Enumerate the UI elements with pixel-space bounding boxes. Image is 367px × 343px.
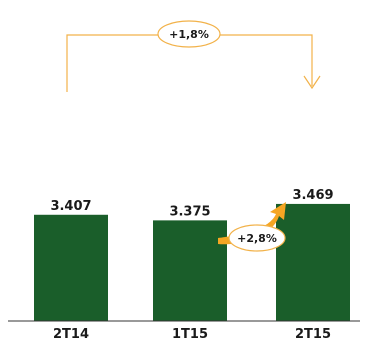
growth-ellipse (228, 224, 286, 252)
value-label-1t15: 3.375 (169, 204, 210, 219)
bar-1t15 (153, 220, 227, 321)
bar-2t14 (34, 214, 108, 321)
labels-layer: 3.407 2T14 3.375 1T15 3.469 2T15 (50, 188, 333, 342)
bar-2t15 (276, 203, 350, 321)
bracket-annotation-label: +1,8% (169, 28, 209, 41)
category-label-1t15: 1T15 (172, 327, 208, 342)
bracket-arrowhead (303, 75, 321, 90)
bracket-ellipse (157, 20, 221, 48)
category-label-2t14: 2T14 (53, 327, 89, 342)
bars-layer (34, 203, 350, 321)
value-label-2t14: 3.407 (50, 199, 91, 214)
comparison-bracket: +1,8% (66, 20, 321, 92)
growth-arrow: +2,8% (218, 202, 286, 252)
value-label-2t15: 3.469 (292, 188, 333, 203)
category-label-2t15: 2T15 (295, 327, 331, 342)
growth-annotation-label: +2,8% (237, 232, 277, 245)
